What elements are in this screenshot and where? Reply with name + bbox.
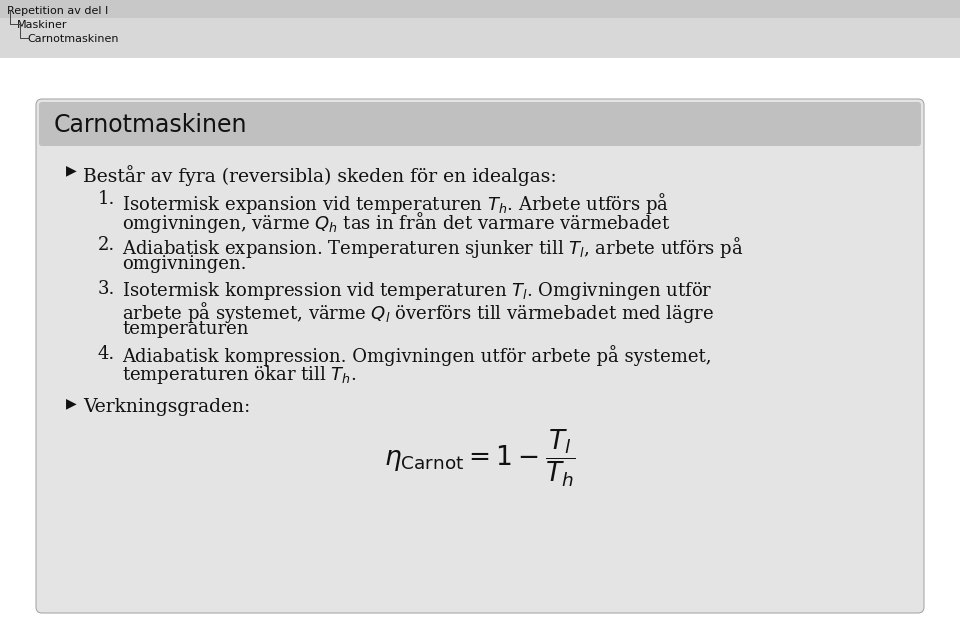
Text: Består av fyra (reversibla) skeden för en idealgas:: Består av fyra (reversibla) skeden för e…	[83, 165, 557, 186]
Text: 3.: 3.	[98, 281, 115, 298]
Text: Adiabatisk expansion. Temperaturen sjunker till $T_l$, arbete utförs på: Adiabatisk expansion. Temperaturen sjunk…	[122, 235, 744, 260]
Text: 1.: 1.	[98, 190, 115, 208]
Text: Isotermisk kompression vid temperaturen $T_l$. Omgivningen utför: Isotermisk kompression vid temperaturen …	[122, 281, 712, 303]
Text: 2.: 2.	[98, 235, 115, 253]
Text: Carnotmaskinen: Carnotmaskinen	[54, 113, 248, 137]
Text: temperaturen ökar till $T_h$.: temperaturen ökar till $T_h$.	[122, 364, 356, 386]
Text: $\blacktriangleright$: $\blacktriangleright$	[63, 165, 79, 180]
FancyBboxPatch shape	[36, 99, 924, 613]
Text: Isotermisk expansion vid temperaturen $T_h$. Arbete utförs på: Isotermisk expansion vid temperaturen $T…	[122, 190, 669, 215]
FancyBboxPatch shape	[39, 102, 921, 146]
Text: arbete på systemet, värme $Q_l$ överförs till värmebadet med lägre: arbete på systemet, värme $Q_l$ överförs…	[122, 300, 714, 325]
Text: Repetition av del I: Repetition av del I	[7, 6, 108, 16]
Text: omgivningen.: omgivningen.	[122, 255, 247, 273]
Text: $\eta_{\rm Carnot} = 1 - \dfrac{T_l}{T_h}$: $\eta_{\rm Carnot} = 1 - \dfrac{T_l}{T_h…	[384, 427, 576, 489]
Text: $\blacktriangleright$: $\blacktriangleright$	[63, 398, 79, 412]
Bar	[0, 18, 960, 58]
Text: temperaturen: temperaturen	[122, 319, 249, 338]
Bar	[42, 133, 918, 145]
Text: omgivningen, värme $Q_h$ tas in från det varmare värmebadet: omgivningen, värme $Q_h$ tas in från det…	[122, 210, 670, 235]
Text: Maskiner: Maskiner	[17, 20, 67, 30]
Text: Carnotmaskinen: Carnotmaskinen	[27, 34, 118, 44]
Text: 4.: 4.	[98, 345, 115, 363]
Text: Adiabatisk kompression. Omgivningen utför arbete på systemet,: Adiabatisk kompression. Omgivningen utfö…	[122, 345, 711, 366]
Text: Verkningsgraden:: Verkningsgraden:	[83, 398, 251, 416]
Bar	[0, 0, 960, 58]
